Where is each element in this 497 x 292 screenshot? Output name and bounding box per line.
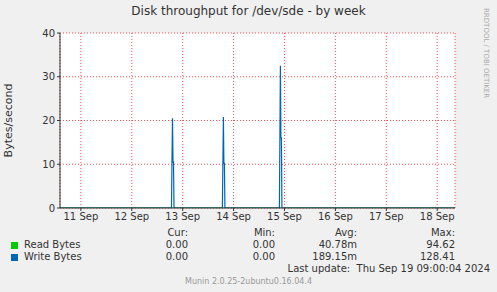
svg-text:20: 20 — [42, 115, 55, 126]
html-text:Munin 2.0.25-2ubuntu0.16.04.4: Munin 2.0.25-2ubuntu0.16.04.4 — [185, 277, 312, 286]
svg-text:30: 30 — [42, 71, 55, 82]
svg-text:13 Sep: 13 Sep — [165, 211, 200, 222]
html-text:Last update: Thu Sep 19 09:00:: Last update: Thu Sep 19 09:00:04 2024 — [287, 263, 490, 274]
svg-text:15 Sep: 15 Sep — [267, 211, 302, 222]
svg-text:14 Sep: 14 Sep — [216, 211, 251, 222]
html-text:0.00: 0.00 — [252, 251, 275, 262]
html-text:Avg:: Avg: — [335, 227, 357, 238]
html-text:Cur:: Cur: — [167, 227, 188, 238]
svg-text:Bytes/second: Bytes/second — [8, 84, 15, 158]
html-text:40.78m: 40.78m — [318, 239, 357, 250]
html-text:Read Bytes: Read Bytes — [24, 239, 81, 250]
svg-text:40: 40 — [42, 28, 55, 39]
svg-text:17 Sep: 17 Sep — [369, 211, 404, 222]
html-text:189.15m: 189.15m — [312, 251, 357, 262]
svg-text:18 Sep: 18 Sep — [420, 211, 455, 222]
html-text:Min:: Min: — [253, 227, 275, 238]
html-text:0.00: 0.00 — [165, 239, 188, 250]
svg-text:12 Sep: 12 Sep — [114, 211, 149, 222]
html-text:Max:: Max: — [431, 227, 455, 238]
svg-text:0: 0 — [49, 203, 55, 214]
html-text:Write Bytes: Write Bytes — [24, 251, 82, 262]
svg-text:11 Sep: 11 Sep — [63, 211, 98, 222]
html-text:0.00: 0.00 — [252, 239, 275, 250]
html-text:128.41: 128.41 — [420, 251, 455, 262]
svg-text:16 Sep: 16 Sep — [318, 211, 353, 222]
html-text:RRDTOOL / TOBI OETIKER: RRDTOOL / TOBI OETIKER — [482, 8, 490, 99]
html-text:Disk throughput for /dev/sde -: Disk throughput for /dev/sde - by week — [131, 4, 366, 18]
svg-text:10: 10 — [42, 159, 55, 170]
html-text:94.62: 94.62 — [426, 239, 455, 250]
html-text:0.00: 0.00 — [165, 251, 188, 262]
